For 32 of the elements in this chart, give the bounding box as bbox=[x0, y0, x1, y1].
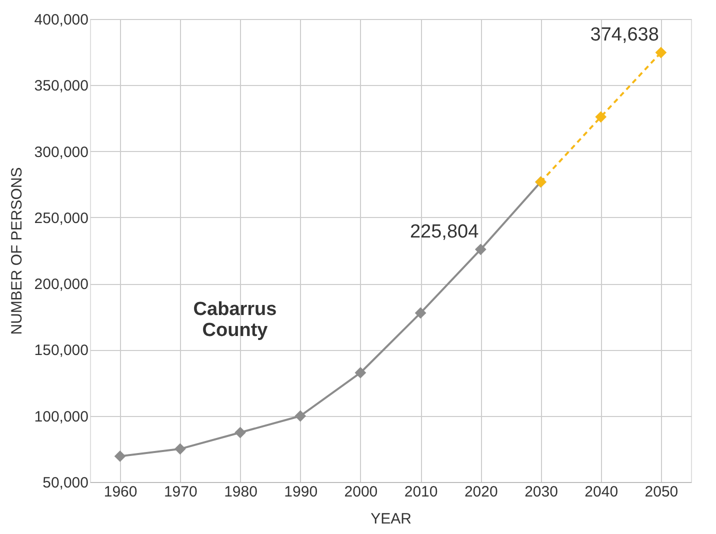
point bbox=[414, 307, 426, 319]
y-tick-label: 400,000 bbox=[34, 12, 88, 28]
x-tick-label: 2030 bbox=[524, 484, 558, 500]
x-tick-label: 1980 bbox=[224, 484, 258, 500]
y-tick-label: 50,000 bbox=[42, 474, 88, 492]
x-tick-label: 2010 bbox=[404, 484, 438, 500]
y-tick-label: 150,000 bbox=[34, 342, 88, 360]
x-tick-label: 1970 bbox=[164, 484, 198, 500]
x-tick-label: 2050 bbox=[644, 484, 678, 500]
x-tick-label: 2040 bbox=[584, 484, 618, 500]
point bbox=[354, 367, 366, 378]
y-axis-title: NUMBER OF PERSONS bbox=[8, 167, 26, 335]
annotation: 374,638 bbox=[590, 24, 659, 46]
point bbox=[294, 410, 306, 422]
point bbox=[595, 111, 607, 123]
x-tick-label: 2000 bbox=[344, 484, 378, 500]
point bbox=[114, 450, 126, 462]
point bbox=[234, 426, 246, 438]
y-tick-label: 200,000 bbox=[34, 276, 88, 294]
y-tick-label: 250,000 bbox=[34, 210, 88, 227]
point bbox=[474, 244, 486, 256]
y-tick-label: 350,000 bbox=[34, 78, 88, 95]
y-tick-label: 100,000 bbox=[34, 408, 88, 426]
y-tick-label: 300,000 bbox=[34, 144, 88, 161]
x-tick-label: 1960 bbox=[104, 484, 138, 500]
point bbox=[655, 46, 667, 58]
annotation: Cabarrus County bbox=[193, 299, 277, 341]
point bbox=[174, 443, 186, 455]
x-tick-label: 1990 bbox=[284, 484, 318, 500]
x-tick-label: 2020 bbox=[464, 484, 498, 500]
x-axis-title: YEAR bbox=[370, 510, 412, 528]
annotation: 225,804 bbox=[410, 221, 480, 242]
